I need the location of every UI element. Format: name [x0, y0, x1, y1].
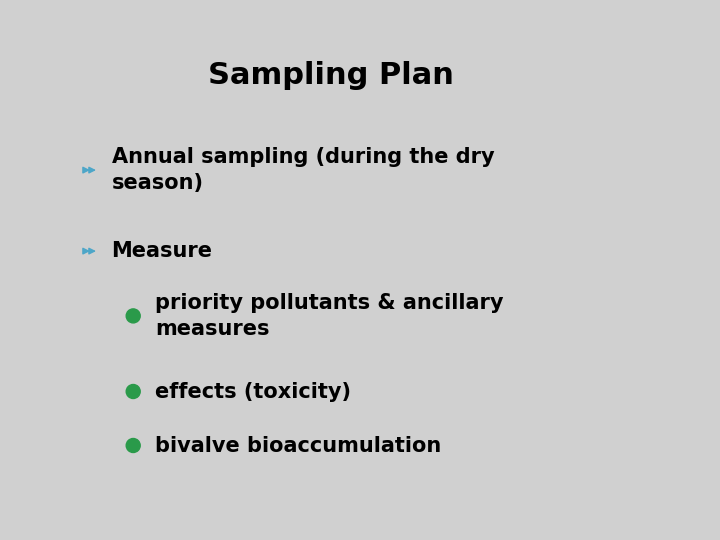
Text: Measure: Measure [112, 241, 212, 261]
Text: bivalve bioaccumulation: bivalve bioaccumulation [155, 435, 441, 456]
Text: priority pollutants & ancillary
measures: priority pollutants & ancillary measures [155, 293, 503, 339]
Text: Sampling Plan: Sampling Plan [208, 61, 454, 90]
Text: effects (toxicity): effects (toxicity) [155, 381, 351, 402]
Circle shape [126, 309, 140, 323]
Circle shape [126, 438, 140, 453]
Text: Annual sampling (during the dry
season): Annual sampling (during the dry season) [112, 147, 494, 193]
Circle shape [126, 384, 140, 399]
